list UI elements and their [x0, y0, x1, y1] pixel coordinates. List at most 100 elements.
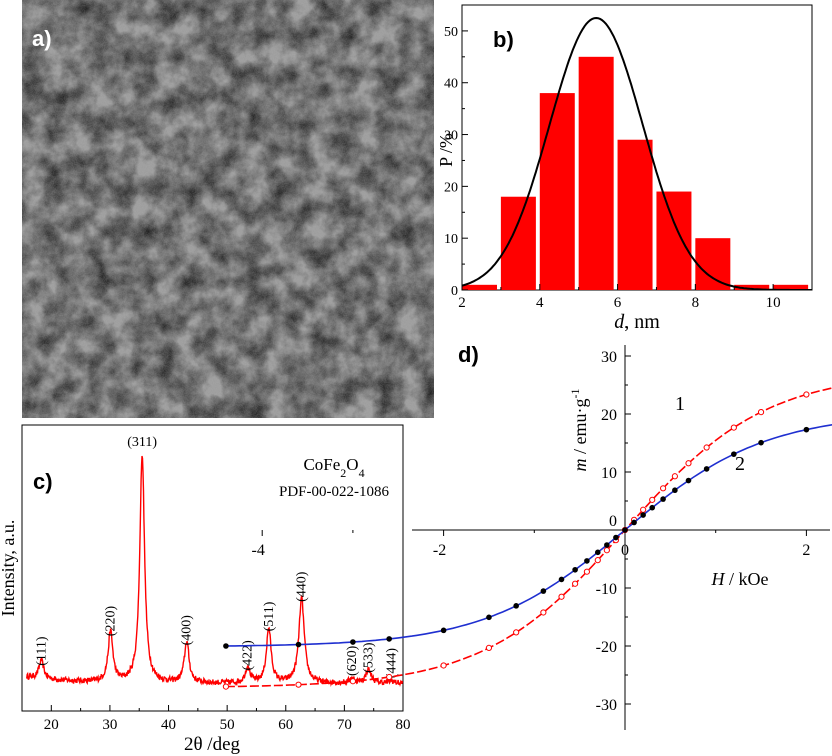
- curve-1-point-19: [659, 485, 667, 492]
- curve-2-point-2: [295, 641, 302, 648]
- curve-1-point-3: [349, 678, 356, 685]
- x-label-symbol: d: [614, 311, 625, 333]
- curve-2-point-19: [660, 496, 666, 502]
- peak-label-620: (620): [345, 645, 360, 676]
- histogram-bar-7: [695, 238, 731, 290]
- x-tick-label-6: 6: [614, 295, 622, 311]
- peak-label-533: (533): [361, 642, 376, 673]
- curve-2-point-21: [685, 477, 692, 484]
- xrd-frame: [21, 424, 404, 712]
- x-tick-label-20: 20: [44, 717, 59, 733]
- curve-2-point-11: [584, 558, 590, 564]
- y-label-unit: / emu·g: [570, 399, 590, 459]
- histogram-bar-2: [500, 196, 536, 290]
- curve-1-point-5: [440, 662, 447, 669]
- peak-label-422: (422): [241, 640, 256, 671]
- histogram-axes: 2 4 6 8 10 0 10 20 30 40 50: [444, 4, 813, 311]
- curve-2-point-12: [594, 549, 601, 556]
- panel-b-label: b): [493, 27, 514, 52]
- curve-2-point-5: [440, 627, 447, 634]
- histogram-bar-9: [773, 284, 809, 290]
- y-tick-label--20: -20: [596, 639, 617, 656]
- curve-1-point-10: [572, 580, 579, 587]
- y-tick-label-40: 40: [444, 77, 458, 92]
- peak-label-220: (220): [104, 606, 119, 637]
- x-tick-label-50: 50: [220, 717, 235, 733]
- curve-1-point-23: [730, 424, 737, 431]
- curve-1-point-9: [558, 593, 565, 600]
- curve-2-point-13: [604, 542, 610, 548]
- panel-a-tem-image: a): [22, 0, 434, 418]
- y-tick-label-10: 10: [601, 465, 617, 482]
- histogram-bar-3: [539, 93, 575, 290]
- curve-1-point-17: [640, 506, 647, 513]
- peak-label-444: (444): [384, 648, 399, 679]
- panel-d-label: d): [458, 342, 479, 367]
- histogram-bar-8: [734, 284, 770, 290]
- curve-1-point-25: [803, 391, 810, 398]
- curve-1-point-12: [594, 557, 601, 564]
- xrd-x-axis-label: 2θ /deg: [184, 734, 241, 755]
- magnetization-y-axis-label: m / emu·g-1: [568, 389, 590, 472]
- x-tick-label-2: 2: [802, 542, 810, 559]
- xrd-axes: 20 30 40 50 60 70 80: [44, 705, 411, 733]
- xrd-curve-layer: [26, 455, 403, 687]
- tem-grain: [22, 0, 434, 418]
- x-tick-label--4: -4: [252, 542, 265, 559]
- curve-2-point-6: [486, 614, 492, 621]
- gaussian-fit-layer: [462, 16, 812, 290]
- magnetization-curves: [222, 387, 832, 690]
- curve-1-point-13: [603, 547, 610, 554]
- x-tick-label-0: 0: [621, 542, 629, 559]
- x-tick-label-10: 10: [766, 295, 781, 311]
- x-tick-label-4: 4: [536, 295, 544, 311]
- curve-2-point-3: [350, 639, 356, 645]
- curve-2-point-4: [386, 636, 392, 642]
- curve-2-point-16: [631, 519, 637, 526]
- curve-1-point-24: [757, 409, 765, 416]
- curve-2-point-22: [703, 466, 710, 472]
- panel-b-size-histogram: 2 4 6 8 10 0 10 20 30 40 50 b) P /% d, nm: [436, 4, 813, 333]
- y-tick-label-30: 30: [444, 129, 458, 144]
- x-label-unit: / kOe: [725, 569, 769, 589]
- x-tick-label-80: 80: [396, 717, 411, 733]
- x-tick-label-30: 30: [102, 717, 117, 733]
- curve-1-point-8: [540, 609, 547, 616]
- y-tick-label-50: 50: [444, 25, 458, 40]
- curve-2-point-17: [640, 512, 646, 518]
- curve-1-point-4: [386, 673, 393, 681]
- peak-label-111: (111): [34, 636, 49, 666]
- x-tick-label-40: 40: [161, 717, 176, 733]
- curve-1-point-11: [583, 568, 591, 575]
- curve-2-point-7: [513, 603, 519, 609]
- x-tick-label-60: 60: [278, 717, 293, 733]
- y-tick-label-0: 0: [609, 513, 617, 530]
- y-tick-label-0: 0: [451, 284, 458, 299]
- curve-2-point-15: [622, 527, 628, 533]
- xrd-title: CoFe2O4: [303, 455, 364, 480]
- curve-2-label: 2: [735, 453, 745, 475]
- curve-2-point-24: [758, 439, 764, 446]
- curve-2-point-1: [223, 643, 229, 649]
- curve-2-point-18: [649, 504, 656, 511]
- peak-label-311: (311): [127, 435, 157, 450]
- histogram-bars: [462, 56, 809, 291]
- curve-1-point-22: [703, 444, 710, 451]
- peak-label-511: (511): [262, 601, 277, 631]
- curve-2-point-8: [540, 588, 547, 594]
- curve-2-point-9: [558, 576, 565, 583]
- x-tick-label-70: 70: [337, 717, 352, 733]
- xrd-y-axis-label: Intensity, a.u.: [0, 520, 18, 617]
- curve-1-label: 1: [675, 393, 685, 415]
- x-tick-label-8: 8: [692, 295, 700, 311]
- histogram-x-axis-label: d, nm: [614, 311, 660, 333]
- y-label-symbol: m: [570, 459, 590, 472]
- curve-1-point-7: [513, 629, 520, 636]
- y-tick-label--30: -30: [596, 697, 617, 714]
- curve-1-point-20: [671, 473, 678, 480]
- xrd-pdf-card: PDF-00-022-1086: [279, 484, 390, 500]
- histogram-bar-5: [617, 139, 653, 290]
- y-tick-label--10: -10: [596, 581, 617, 598]
